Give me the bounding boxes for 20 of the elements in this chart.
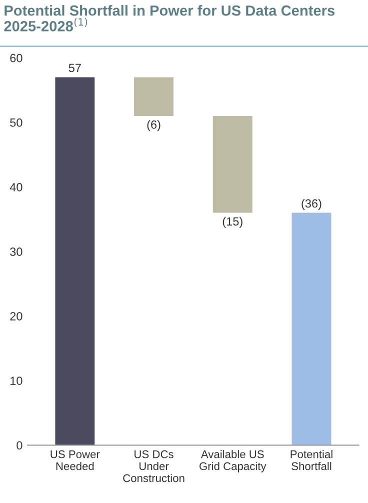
data-label: (6) <box>147 120 160 132</box>
y-tick-label: 20 <box>10 312 22 320</box>
x-tick-label: US DCs Under Construction <box>123 450 184 482</box>
chart-title: Potential Shortfall in Power for US Data Centers 2025-2028$^{(1)}$ <box>4 5 335 32</box>
bar <box>55 77 95 446</box>
data-label: (36) <box>302 198 322 210</box>
data-label: (15) <box>222 216 242 228</box>
y-tick-label: 10 <box>10 376 22 385</box>
bar <box>212 116 252 213</box>
y-tick-label: 30 <box>10 248 22 256</box>
data-label: 57 <box>68 64 81 72</box>
x-tick-label: Available US Grid Capacity <box>200 450 266 472</box>
x-tick-label: US Power Needed <box>50 450 100 470</box>
bar <box>134 77 174 116</box>
y-tick-label: 50 <box>10 118 22 127</box>
bar <box>292 212 332 446</box>
y-tick-label: 0 <box>16 441 22 450</box>
y-tick-label: 40 <box>10 182 22 192</box>
x-tick-label: Potential Shortfall <box>290 450 332 470</box>
y-tick-label: 60 <box>10 54 22 62</box>
